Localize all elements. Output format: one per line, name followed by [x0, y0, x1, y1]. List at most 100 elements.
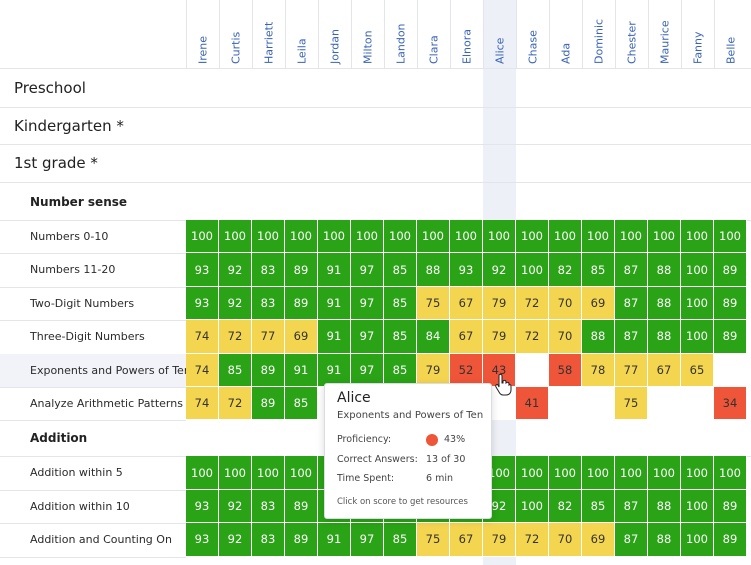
score-cell[interactable]: 97: [351, 353, 384, 387]
score-cell[interactable]: 72: [516, 286, 549, 321]
score-cell[interactable]: 100: [681, 456, 714, 490]
score-cell[interactable]: 100: [186, 220, 219, 254]
score-cell[interactable]: 100: [483, 220, 516, 254]
score-cell[interactable]: 84: [417, 320, 450, 354]
student-header[interactable]: Harriett: [252, 0, 285, 68]
score-cell[interactable]: 58: [549, 353, 582, 387]
score-cell[interactable]: 41: [516, 387, 549, 421]
grade-row-label[interactable]: Preschool: [14, 79, 86, 97]
score-cell[interactable]: 89: [285, 489, 318, 524]
score-cell[interactable]: 97: [351, 286, 384, 321]
score-cell[interactable]: 88: [648, 489, 681, 524]
score-cell[interactable]: 75: [615, 387, 648, 421]
score-cell[interactable]: 100: [219, 220, 252, 254]
student-name[interactable]: Maurice: [658, 20, 672, 64]
student-name[interactable]: Chase: [526, 30, 540, 64]
score-cell[interactable]: 100: [219, 456, 252, 490]
student-header[interactable]: Alice: [483, 0, 516, 68]
score-cell[interactable]: 67: [450, 320, 483, 354]
score-cell[interactable]: 100: [681, 489, 714, 524]
student-header[interactable]: Milton: [351, 0, 384, 68]
score-cell[interactable]: 83: [252, 286, 285, 321]
score-cell[interactable]: 100: [648, 456, 681, 490]
score-cell[interactable]: 74: [186, 320, 219, 354]
score-cell[interactable]: 92: [219, 489, 252, 524]
student-name[interactable]: Fanny: [691, 31, 705, 64]
student-name[interactable]: Irene: [196, 35, 210, 64]
score-cell[interactable]: 100: [549, 456, 582, 490]
score-cell[interactable]: 52: [450, 353, 483, 387]
student-name[interactable]: Chester: [625, 21, 639, 64]
score-cell[interactable]: 87: [615, 253, 648, 287]
score-cell[interactable]: 72: [516, 523, 549, 557]
score-cell[interactable]: 87: [615, 489, 648, 524]
student-header[interactable]: Belle: [714, 0, 747, 68]
score-cell[interactable]: 100: [285, 220, 318, 254]
score-cell[interactable]: 100: [681, 523, 714, 557]
student-header[interactable]: Chester: [615, 0, 648, 68]
score-cell[interactable]: 97: [351, 320, 384, 354]
score-cell[interactable]: 79: [483, 320, 516, 354]
score-cell[interactable]: 70: [549, 523, 582, 557]
student-name[interactable]: Ada: [559, 42, 573, 64]
score-cell[interactable]: 85: [384, 523, 417, 557]
score-cell[interactable]: 34: [714, 387, 747, 421]
student-header[interactable]: Jordan: [318, 0, 351, 68]
score-cell[interactable]: 93: [186, 286, 219, 321]
score-cell[interactable]: 72: [219, 320, 252, 354]
score-cell[interactable]: 89: [285, 286, 318, 321]
score-cell[interactable]: 69: [285, 320, 318, 354]
score-cell[interactable]: 75: [417, 286, 450, 321]
score-cell[interactable]: 82: [549, 489, 582, 524]
score-cell[interactable]: 77: [615, 353, 648, 387]
score-cell[interactable]: 88: [648, 523, 681, 557]
student-name[interactable]: Landon: [394, 23, 408, 64]
score-cell[interactable]: 100: [648, 220, 681, 254]
student-name[interactable]: Clara: [427, 35, 441, 64]
score-cell[interactable]: 85: [219, 353, 252, 387]
score-cell[interactable]: 85: [582, 489, 615, 524]
score-cell[interactable]: 100: [516, 456, 549, 490]
score-cell[interactable]: 100: [681, 253, 714, 287]
student-header[interactable]: Fanny: [681, 0, 714, 68]
score-cell[interactable]: 83: [252, 489, 285, 524]
score-cell[interactable]: 87: [615, 286, 648, 321]
score-cell[interactable]: 89: [714, 523, 747, 557]
student-name[interactable]: Harriett: [262, 21, 276, 64]
score-cell[interactable]: 92: [219, 253, 252, 287]
student-name[interactable]: Belle: [724, 36, 738, 64]
score-cell[interactable]: 100: [351, 220, 384, 254]
score-cell[interactable]: 85: [285, 387, 318, 421]
score-cell[interactable]: 87: [615, 523, 648, 557]
score-cell[interactable]: 100: [681, 220, 714, 254]
score-cell[interactable]: 93: [186, 253, 219, 287]
score-cell[interactable]: 85: [384, 286, 417, 321]
score-cell[interactable]: 100: [615, 456, 648, 490]
score-cell[interactable]: 89: [285, 253, 318, 287]
student-header[interactable]: Irene: [186, 0, 219, 68]
score-cell[interactable]: 83: [252, 253, 285, 287]
student-header[interactable]: Elnora: [450, 0, 483, 68]
score-cell[interactable]: 91: [318, 286, 351, 321]
student-header[interactable]: Dominic: [582, 0, 615, 68]
score-cell[interactable]: 72: [516, 320, 549, 354]
score-cell[interactable]: 100: [516, 220, 549, 254]
score-cell[interactable]: 100: [615, 220, 648, 254]
score-cell[interactable]: 72: [219, 387, 252, 421]
score-cell[interactable]: 100: [186, 456, 219, 490]
score-cell[interactable]: 89: [252, 387, 285, 421]
score-cell[interactable]: 93: [450, 253, 483, 287]
student-header[interactable]: Curtis: [219, 0, 252, 68]
skill-label[interactable]: Three-Digit Numbers: [30, 330, 145, 344]
score-cell[interactable]: 83: [252, 523, 285, 557]
score-cell[interactable]: 100: [252, 220, 285, 254]
skill-label[interactable]: Two-Digit Numbers: [30, 296, 135, 310]
student-name[interactable]: Alice: [493, 37, 507, 64]
score-cell[interactable]: 100: [450, 220, 483, 254]
score-cell[interactable]: 100: [582, 456, 615, 490]
skill-label[interactable]: Addition within 10: [30, 499, 130, 513]
score-cell[interactable]: 92: [219, 523, 252, 557]
score-cell[interactable]: 74: [186, 387, 219, 421]
score-cell[interactable]: 93: [186, 523, 219, 557]
score-cell[interactable]: 88: [648, 253, 681, 287]
